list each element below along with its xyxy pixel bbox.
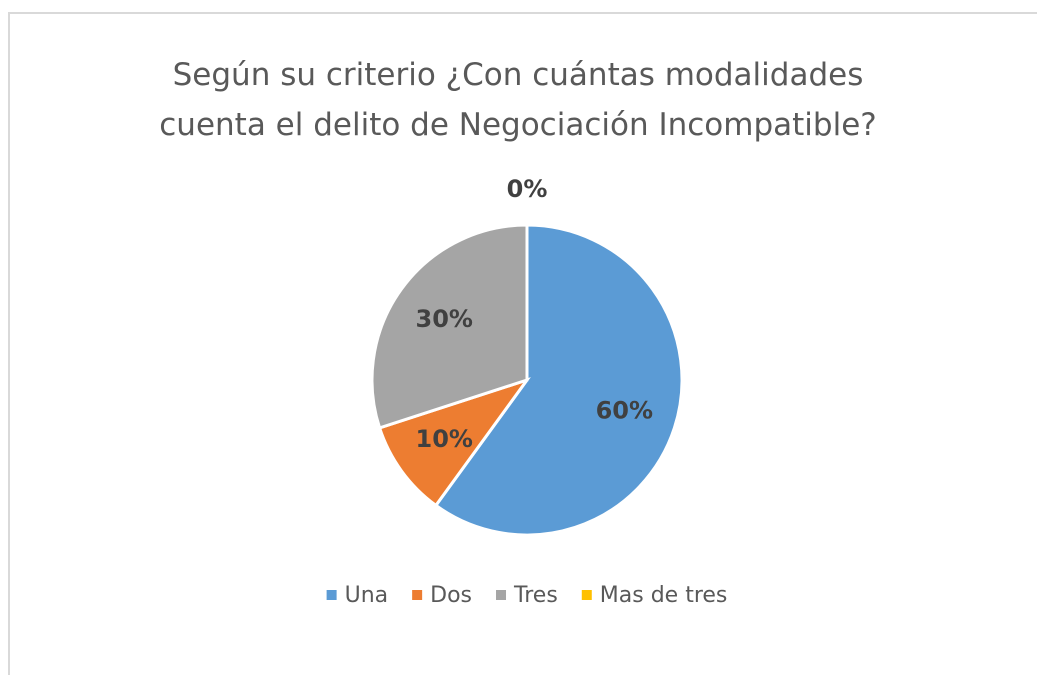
data-label: 60% xyxy=(596,397,653,425)
legend-swatch xyxy=(496,590,507,600)
data-label: 10% xyxy=(416,425,473,453)
pie-slice xyxy=(433,223,684,537)
legend-label: Tres xyxy=(513,583,558,608)
pie-slice xyxy=(377,377,531,508)
data-label: 30% xyxy=(416,305,473,333)
legend-label: Una xyxy=(345,583,389,608)
chart-title: Según su criterio ¿Con cuántas modalidad… xyxy=(159,57,877,143)
pie-slice xyxy=(370,223,529,430)
legend-swatch xyxy=(581,590,592,600)
legend-label: Mas de tres xyxy=(600,583,728,608)
legend-swatch xyxy=(412,590,423,600)
chart-frame xyxy=(8,12,1037,675)
data-label: 0% xyxy=(507,175,548,203)
legend-label: Dos xyxy=(430,583,472,608)
legend-swatch xyxy=(326,590,337,600)
